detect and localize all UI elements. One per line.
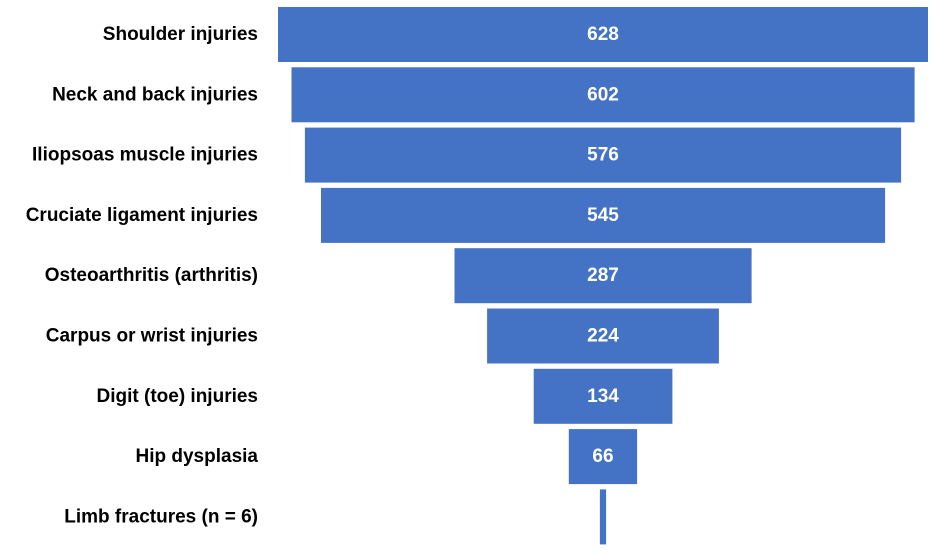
funnel-category-labels: Shoulder injuries Neck and back injuries I… (26, 24, 259, 527)
funnel-bar-5 (487, 308, 719, 364)
funnel-bar-7 (568, 429, 638, 485)
funnel-category-label-7: Hip dysplasia (136, 446, 259, 467)
funnel-bar-0 (278, 7, 928, 62)
funnel-bar-4 (454, 248, 752, 304)
funnel-category-label-4: Osteoarthritis (arthritis) (45, 265, 258, 286)
funnel-bar-8 (599, 489, 607, 545)
funnel-value-label-1: 602 (587, 84, 619, 105)
funnel-value-label-0: 628 (587, 24, 619, 45)
funnel-value-label-4: 287 (587, 265, 619, 286)
funnel-bar-1 (291, 67, 915, 123)
funnel-category-label-0: Shoulder injuries (103, 24, 258, 45)
funnel-bars (278, 7, 928, 545)
funnel-value-labels: 628 602 576 545 287 224 134 66 (587, 24, 619, 467)
funnel-bar-6 (533, 368, 673, 424)
funnel-category-label-1: Neck and back injuries (52, 84, 258, 105)
funnel-bar-3 (321, 187, 886, 243)
funnel-category-label-5: Carpus or wrist injuries (46, 326, 258, 347)
funnel-value-label-2: 576 (587, 145, 619, 166)
funnel-value-label-5: 224 (587, 326, 619, 347)
funnel-value-label-7: 66 (592, 446, 613, 467)
funnel-category-label-2: Iliopsoas muscle injuries (32, 145, 258, 166)
funnel-category-label-6: Digit (toe) injuries (97, 386, 259, 407)
funnel-bar-2 (304, 127, 902, 183)
funnel-category-label-8: Limb fractures (n = 6) (64, 506, 258, 527)
funnel-value-label-6: 134 (587, 386, 619, 407)
funnel-category-label-3: Cruciate ligament injuries (26, 205, 258, 226)
funnel-value-label-3: 545 (587, 205, 619, 226)
